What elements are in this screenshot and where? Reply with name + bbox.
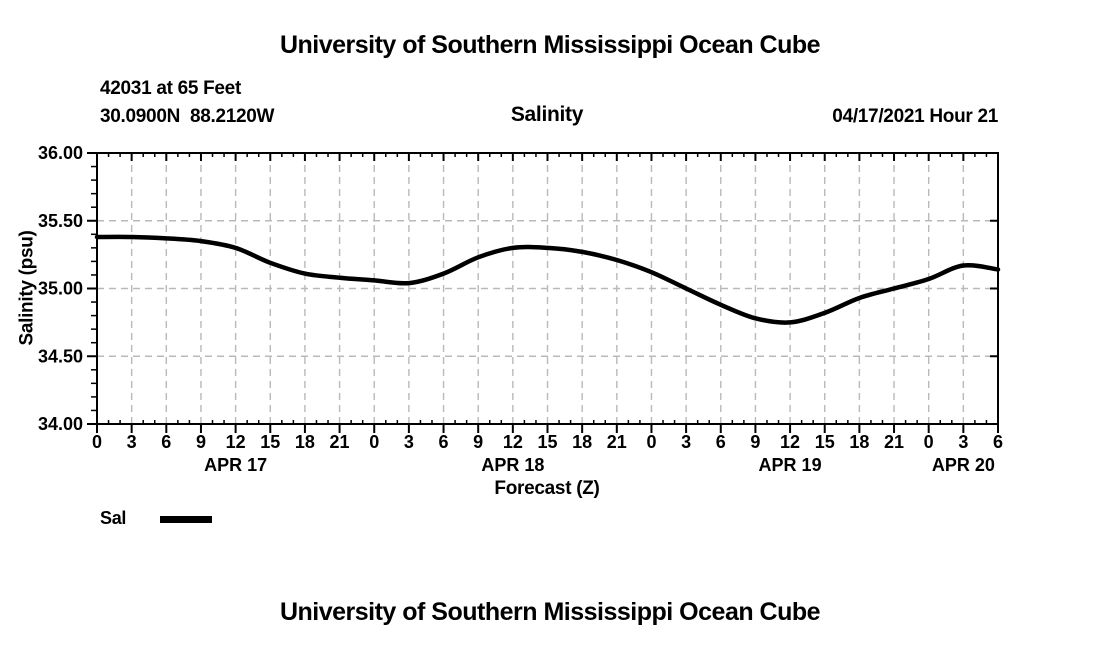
x-axis-title: Forecast (Z) — [494, 478, 600, 499]
y-tick-label: 34.00 — [38, 414, 83, 434]
x-tick-label: 21 — [607, 432, 627, 452]
x-tick-label: 3 — [404, 432, 414, 452]
y-tick-label: 34.50 — [38, 346, 83, 366]
station-coordinates-label: 30.0900N 88.2120W — [100, 106, 275, 127]
x-tick-label: 3 — [681, 432, 691, 452]
y-axis-title: Salinity (psu) — [16, 230, 38, 346]
x-tick-label: 6 — [993, 432, 1003, 452]
forecast-datetime-label: 04/17/2021 Hour 21 — [832, 106, 998, 127]
x-tick-label: 9 — [196, 432, 206, 452]
x-tick-label: 15 — [815, 432, 835, 452]
x-tick-label: 12 — [780, 432, 800, 452]
x-tick-label: 0 — [924, 432, 934, 452]
x-tick-label: 9 — [750, 432, 760, 452]
legend-line-swatch — [160, 516, 212, 523]
x-tick-label: 18 — [572, 432, 592, 452]
page-title-bottom: University of Southern Mississippi Ocean… — [279, 598, 821, 626]
x-tick-label: 6 — [716, 432, 726, 452]
station-id-label: 42031 at 65 Feet — [100, 78, 241, 99]
x-tick-label: 21 — [330, 432, 350, 452]
x-tick-label: 3 — [958, 432, 968, 452]
y-tick-label: 36.00 — [38, 143, 83, 163]
x-tick-label: 3 — [127, 432, 137, 452]
page-title-top: University of Southern Mississippi Ocean… — [279, 31, 821, 59]
chart-title: Salinity — [510, 103, 584, 126]
x-tick-label: 0 — [646, 432, 656, 452]
x-tick-label: 18 — [295, 432, 315, 452]
y-tick-label: 35.50 — [38, 211, 83, 231]
x-tick-label: 0 — [92, 432, 102, 452]
x-day-label: APR 20 — [932, 455, 995, 475]
x-day-label: APR 19 — [759, 455, 822, 475]
x-tick-label: 15 — [537, 432, 557, 452]
x-tick-label: 12 — [503, 432, 523, 452]
x-tick-label: 15 — [260, 432, 280, 452]
x-day-label: APR 17 — [204, 455, 267, 475]
salinity-series-line — [94, 234, 1001, 325]
x-tick-label: 21 — [884, 432, 904, 452]
x-tick-label: 9 — [473, 432, 483, 452]
legend-series-label: Sal — [100, 508, 127, 528]
x-tick-label: 18 — [849, 432, 869, 452]
x-tick-label: 0 — [369, 432, 379, 452]
x-day-label: APR 18 — [481, 455, 544, 475]
y-tick-label: 35.00 — [38, 279, 83, 299]
x-tick-label: 12 — [226, 432, 246, 452]
x-tick-label: 6 — [439, 432, 449, 452]
x-tick-label: 6 — [161, 432, 171, 452]
